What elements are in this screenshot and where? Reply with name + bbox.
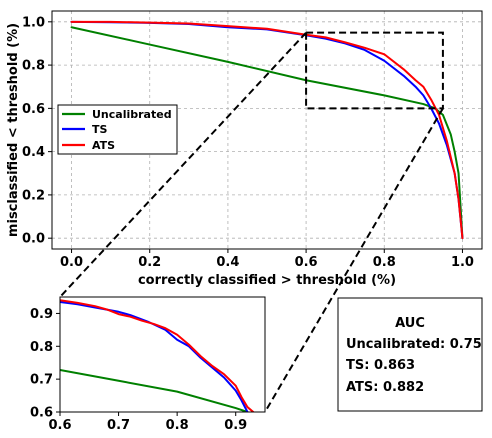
auc-ts: TS: 0.863 (346, 358, 415, 373)
inset-series-line-uncalibrated (60, 368, 249, 412)
x-tick-label: 0.8 (373, 255, 396, 270)
auc-box: AUC Uncalibrated: 0.75 TS: 0.863 ATS: 0.… (337, 297, 483, 412)
y-tick-label: 0.8 (22, 59, 45, 74)
y-axis-label: misclassified < threshold (%) (6, 23, 21, 237)
y-tick-label: 1.0 (22, 15, 45, 30)
inset-x-tick-label: 0.9 (224, 418, 247, 433)
inset-x-tick-label: 0.7 (107, 418, 130, 433)
auc-ats: ATS: 0.882 (346, 380, 424, 395)
main-plot-frame (51, 10, 483, 250)
inset-series-line-ats (60, 299, 255, 412)
x-tick-label: 1.0 (451, 255, 474, 270)
zoom-region-box (305, 31, 444, 110)
auc-title: AUC (395, 316, 425, 331)
zoom-connector-right (264, 107, 444, 413)
x-tick-label: 0.6 (295, 255, 318, 270)
legend-label-ts: TS (92, 123, 108, 136)
legend-label-ats: ATS (92, 139, 115, 152)
x-tick-label: 0.4 (216, 255, 239, 270)
inset-x-tick-label: 0.8 (166, 418, 189, 433)
inset-series-group (60, 299, 255, 412)
inset-series-line-ts (60, 300, 249, 412)
inset-y-tick-label: 0.9 (30, 307, 53, 322)
legend-label-uncalibrated: Uncalibrated (92, 108, 172, 121)
inset-y-tick-label: 0.8 (30, 340, 53, 355)
zoom-connector-left (59, 31, 307, 298)
y-tick-label: 0.2 (22, 188, 45, 203)
auc-uncalibrated: Uncalibrated: 0.75 (346, 337, 482, 352)
y-tick-label: 0.4 (22, 145, 45, 160)
legend: Uncalibrated TS ATS (57, 104, 178, 155)
inset-ticks: 0.6 0.7 0.8 0.9 0.6 0.7 0.8 0.9 (30, 307, 247, 433)
x-tick-label: 0.0 (60, 255, 83, 270)
y-tick-label: 0.0 (22, 232, 45, 247)
inset-x-tick-label: 0.6 (48, 418, 71, 433)
x-tick-label: 0.2 (138, 255, 161, 270)
inset-y-tick-label: 0.7 (30, 373, 53, 388)
inset-y-tick-label: 0.6 (30, 406, 53, 421)
series-line-ats (70, 20, 464, 240)
inset-plot-frame (59, 296, 266, 413)
main-ticks: 0.0 0.2 0.4 0.6 0.8 1.0 0.0 0.2 0.4 0.6 0.8 1.0 (22, 15, 474, 270)
auc-box-frame (337, 297, 483, 412)
y-tick-label: 0.6 (22, 102, 45, 117)
x-axis-label: correctly classified > threshold (%) (138, 273, 396, 288)
